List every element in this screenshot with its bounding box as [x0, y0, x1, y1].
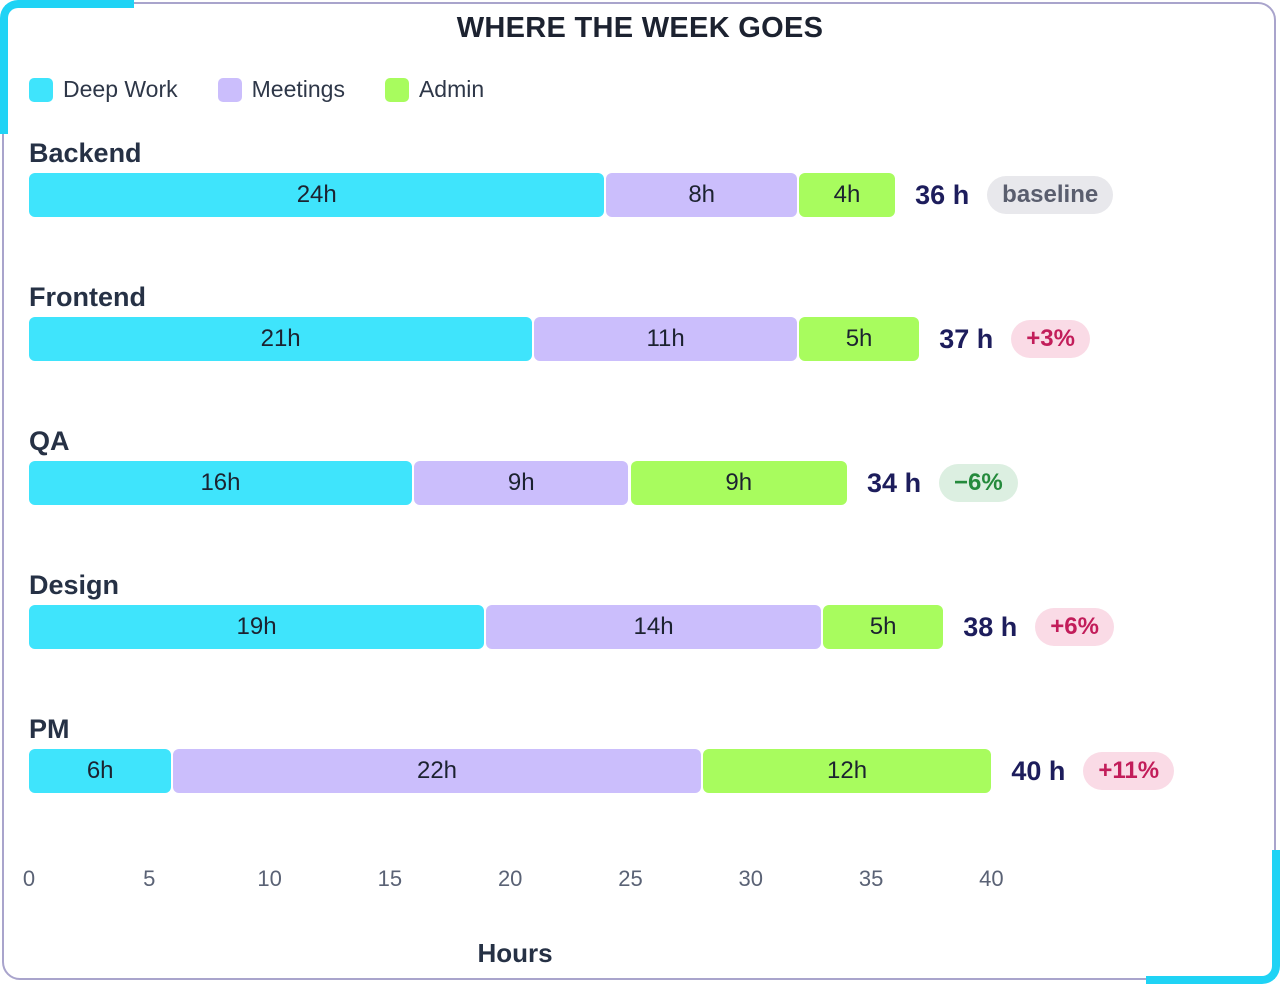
- bar-segment-meetings: 11h: [534, 317, 797, 361]
- bar-segment-meetings: 22h: [173, 749, 701, 793]
- change-badge: baseline: [987, 176, 1114, 214]
- bar-segment-deep-work: 19h: [29, 605, 485, 649]
- bar-segment-deep-work: 16h: [29, 461, 412, 505]
- row-total: 38 h: [963, 612, 1018, 642]
- bar-segment-deep-work: 24h: [29, 173, 605, 217]
- change-badge: +11%: [1083, 752, 1175, 790]
- legend: Deep Work Meetings Admin: [29, 76, 484, 103]
- chart-title: WHERE THE WEEK GOES: [456, 12, 824, 44]
- bar-segment-admin: 5h: [798, 317, 920, 361]
- bar-segment-meetings: 14h: [486, 605, 821, 649]
- row-total: 37 h: [939, 324, 994, 354]
- legend-label-meetings: Meetings: [251, 76, 345, 102]
- legend-label-deep-work: Deep Work: [63, 76, 178, 102]
- x-tick-label: 15: [377, 866, 403, 891]
- row-total: 36 h: [915, 180, 970, 210]
- row-total: 34 h: [867, 468, 922, 498]
- legend-swatch-deep-work: [29, 77, 53, 102]
- bar-segment-admin: 5h: [822, 605, 944, 649]
- legend-item-meetings: Meetings: [217, 76, 345, 103]
- legend-swatch-meetings: [217, 77, 242, 102]
- category-label: Backend: [29, 138, 142, 168]
- bar-segment-meetings: 9h: [413, 461, 629, 505]
- change-badge: −6%: [939, 464, 1018, 502]
- x-tick-label: 40: [979, 866, 1004, 891]
- legend-label-admin: Admin: [418, 76, 485, 102]
- category-label: Design: [29, 570, 120, 600]
- legend-item-admin: Admin: [384, 76, 485, 103]
- legend-item-deep-work: Deep Work: [29, 76, 178, 103]
- corner-accent-bottom-right: [1146, 850, 1280, 984]
- corner-accent-top-left: [0, 0, 134, 134]
- x-tick-label: 10: [257, 866, 282, 891]
- category-label: Frontend: [29, 282, 146, 312]
- x-axis-title: Hours: [477, 938, 553, 968]
- x-tick-label: 35: [858, 866, 884, 891]
- change-badge: +3%: [1011, 320, 1090, 358]
- x-tick-label: 0: [22, 866, 36, 891]
- change-badge: +6%: [1035, 608, 1114, 646]
- bar-segment-admin: 12h: [702, 749, 992, 793]
- bar-segment-meetings: 8h: [606, 173, 797, 217]
- bar-segment-deep-work: 6h: [29, 749, 172, 793]
- x-tick-label: 25: [618, 866, 643, 891]
- bar-segment-deep-work: 21h: [29, 317, 533, 361]
- category-label: QA: [29, 426, 70, 456]
- row-total: 40 h: [1011, 756, 1066, 786]
- x-tick-label: 5: [143, 866, 156, 891]
- bar-segment-admin: 9h: [630, 461, 848, 505]
- legend-swatch-admin: [384, 77, 409, 102]
- bar-segment-admin: 4h: [798, 173, 896, 217]
- x-tick-label: 20: [497, 866, 523, 891]
- category-label: PM: [29, 714, 70, 744]
- x-tick-label: 30: [738, 866, 764, 891]
